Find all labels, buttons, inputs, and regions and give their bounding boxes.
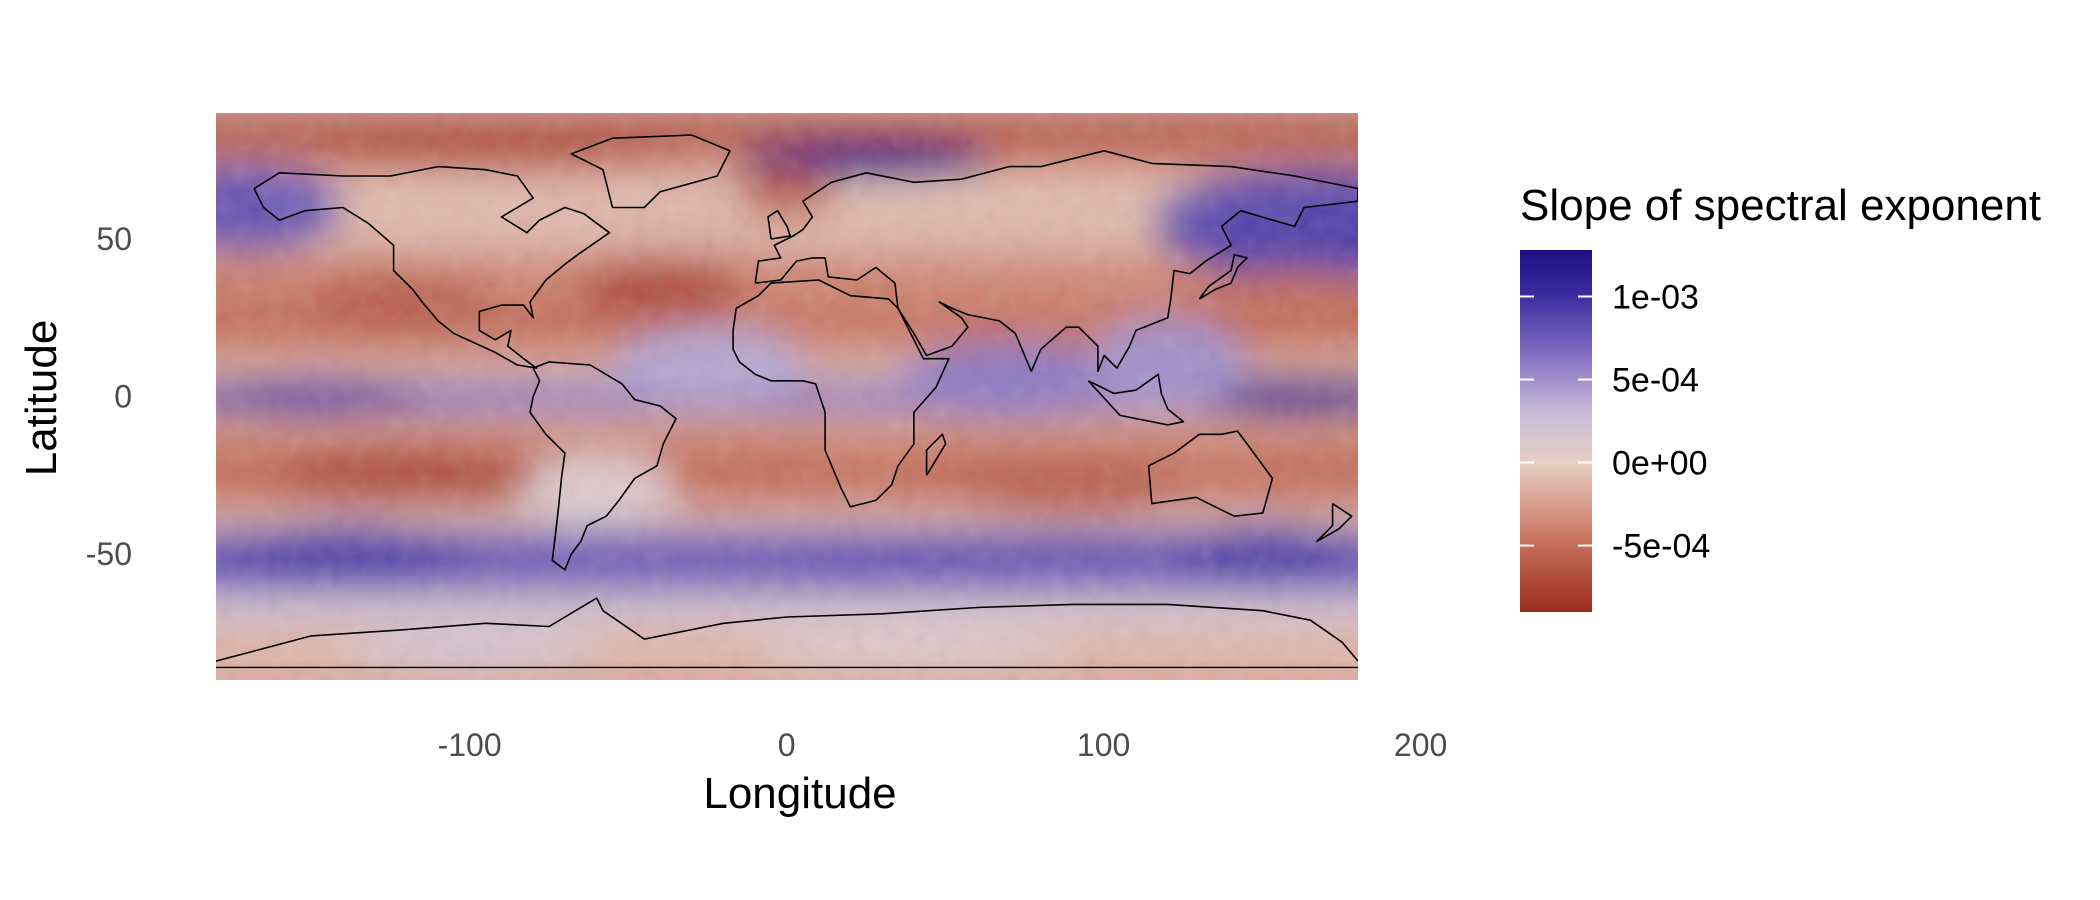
coastline-madagascar (925, 433, 947, 476)
x-tick-label: 200 (1394, 727, 1447, 763)
legend-break-label: -5e-04 (1612, 528, 1710, 566)
y-tick-label: 50 (96, 221, 132, 257)
x-axis-title: Longitude (703, 769, 896, 818)
coastline-new-zealand (1316, 502, 1353, 543)
coastline-uk (767, 209, 792, 240)
coastline-north-america (253, 165, 611, 369)
coastline-eurasia (754, 150, 1358, 373)
field-grain (216, 113, 1358, 680)
coastline-japan (1198, 254, 1248, 300)
coastline-outlines (216, 134, 1358, 669)
coastline-south-america (529, 361, 677, 571)
legend-ticks: 1e-03 5e-04 0e+00 -5e-04 (1520, 278, 1710, 566)
x-axis-ticks: -100 0 100 200 (438, 727, 1448, 763)
legend-break-label: 5e-04 (1612, 362, 1699, 400)
y-tick-label: -50 (86, 536, 132, 572)
legend-colorbar (1520, 250, 1592, 612)
spectral-slope-field (216, 113, 1358, 680)
x-tick-label: 100 (1077, 727, 1130, 763)
legend-break-label: 1e-03 (1612, 278, 1699, 316)
coastline-greenland (570, 134, 731, 209)
y-axis-title: Latitude (17, 320, 66, 477)
coastline-borneo-indonesia (1087, 373, 1185, 426)
x-tick-label: -100 (438, 727, 502, 763)
y-tick-label: 0 (114, 379, 132, 415)
coastline-africa (732, 279, 950, 508)
y-axis-ticks: 50 0 -50 (86, 221, 132, 572)
coastline-australia (1147, 430, 1274, 518)
x-tick-label: 0 (778, 727, 796, 763)
color-legend: Slope of spectral exponent 1e-03 5e-04 0e+… (1520, 181, 2041, 612)
legend-title: Slope of spectral exponent (1520, 181, 2041, 230)
legend-break-label: 0e+00 (1612, 445, 1708, 483)
coastline-antarctica (216, 597, 1358, 662)
